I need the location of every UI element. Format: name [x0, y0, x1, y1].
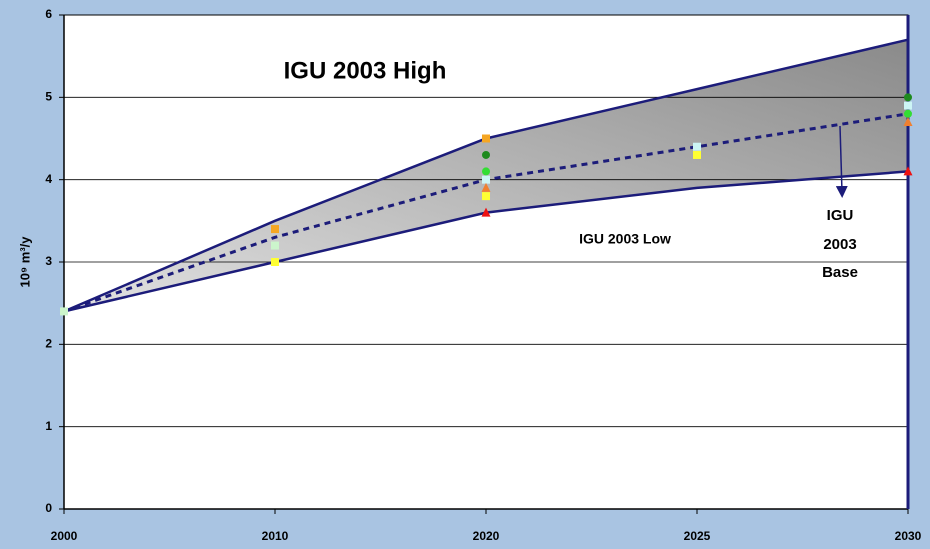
marker [903, 166, 913, 176]
marker [482, 167, 490, 176]
marker [903, 117, 913, 127]
annotation-base: Base [822, 264, 858, 281]
marker [271, 225, 279, 234]
annotation-base: IGU [827, 207, 854, 224]
marker [693, 142, 701, 151]
marker [481, 207, 491, 217]
marker [482, 192, 490, 201]
x-tick-label: 2025 [684, 529, 711, 543]
annotation-high: IGU 2003 High [284, 57, 447, 84]
annotation-arrow [835, 125, 848, 198]
marker [693, 150, 701, 159]
x-tick-label: 2030 [895, 529, 922, 543]
marker [60, 307, 68, 316]
y-tick-label: 5 [45, 90, 52, 104]
marker [904, 109, 912, 118]
y-tick-label: 2 [45, 337, 52, 351]
annotation-low: IGU 2003 Low [579, 231, 671, 247]
marker [481, 182, 491, 192]
marker [904, 93, 912, 102]
marker [271, 258, 279, 266]
y-tick-label: 4 [45, 172, 52, 186]
y-tick-label: 0 [45, 501, 52, 515]
x-tick-label: 2020 [473, 529, 500, 543]
x-tick-label: 2010 [262, 529, 289, 543]
annotation-base: 2003 [823, 236, 856, 253]
y-tick-label: 3 [45, 254, 52, 268]
x-tick-label: 2000 [51, 529, 78, 543]
y-axis-title: 10⁹ m³/y [17, 236, 32, 288]
y-tick-label: 6 [45, 7, 52, 21]
marker [271, 241, 279, 250]
y-tick-label: 1 [45, 419, 52, 433]
marker [482, 150, 490, 159]
marker [482, 175, 490, 184]
marker [482, 134, 490, 143]
marker [904, 101, 912, 110]
